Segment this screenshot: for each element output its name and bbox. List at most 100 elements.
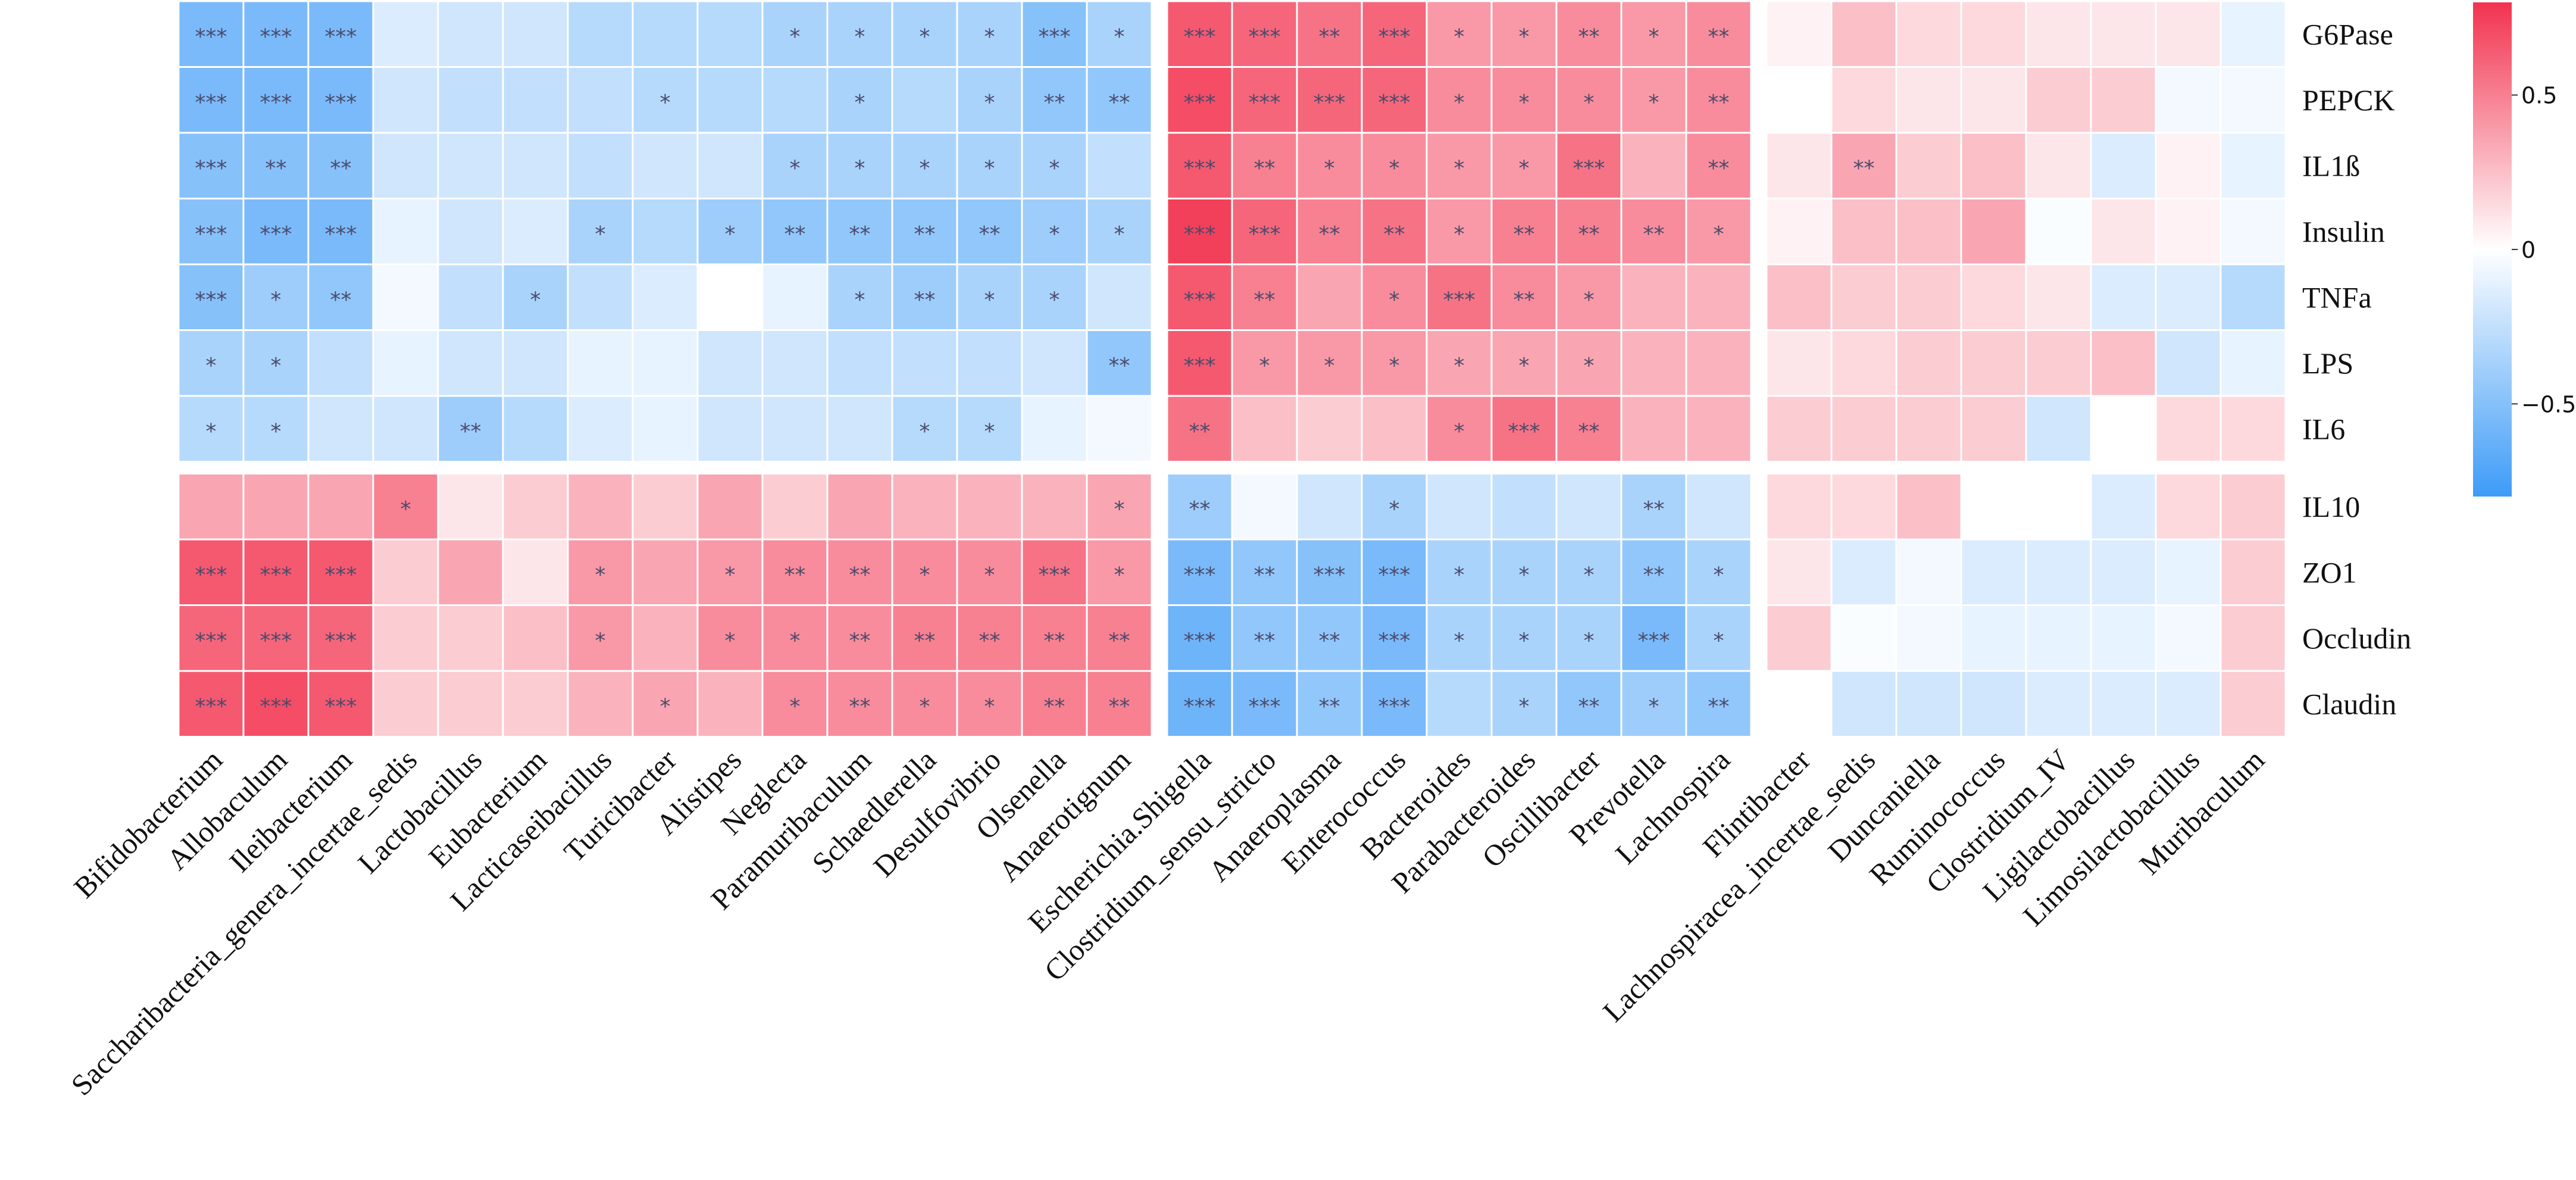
heatmap-cell <box>1830 670 1897 738</box>
heatmap-cell <box>2090 473 2157 541</box>
significance-mark: ** <box>1643 563 1665 587</box>
heatmap-cell <box>1361 132 1428 199</box>
significance-mark: *** <box>1378 629 1411 653</box>
heatmap-cell <box>1425 395 1493 463</box>
significance-mark: * <box>1389 497 1400 522</box>
significance-mark: * <box>1584 629 1595 653</box>
heatmap-cell <box>2025 198 2092 266</box>
heatmap-cell <box>632 66 699 134</box>
significance-mark: *** <box>1184 629 1216 653</box>
heatmap-cell <box>567 263 634 331</box>
significance-mark: *** <box>1508 419 1540 444</box>
heatmap-cell <box>502 0 569 68</box>
heatmap-cell <box>2155 198 2222 266</box>
significance-mark: ** <box>1109 354 1130 378</box>
significance-mark: *** <box>260 24 292 49</box>
heatmap-cells <box>177 0 2287 738</box>
heatmap-cell <box>502 132 569 199</box>
significance-mark: ** <box>1044 90 1065 115</box>
heatmap-cell <box>307 670 374 738</box>
heatmap-cell <box>1425 670 1493 738</box>
heatmap-cell <box>761 395 829 463</box>
significance-mark: * <box>1519 354 1530 378</box>
significance-mark: * <box>1649 24 1659 49</box>
heatmap-cell <box>1620 604 1687 672</box>
significance-mark: * <box>790 156 801 180</box>
heatmap-cell <box>242 0 310 68</box>
significance-mark: * <box>271 288 282 312</box>
row-label: IL6 <box>2302 412 2345 445</box>
significance-mark: * <box>1649 90 1659 115</box>
row-label: Occludin <box>2302 622 2411 655</box>
heatmap-cell <box>761 473 829 541</box>
row-label: IL1ß <box>2302 149 2360 182</box>
heatmap-cell <box>1086 473 1153 541</box>
significance-mark: * <box>1649 694 1659 719</box>
significance-mark: * <box>1519 90 1530 115</box>
significance-mark: * <box>920 694 930 719</box>
significance-mark: * <box>790 629 801 653</box>
heatmap-cell <box>1620 132 1687 199</box>
heatmap-cell <box>1895 329 1962 397</box>
heatmap-cell <box>177 0 245 68</box>
heatmap-cell <box>437 329 504 397</box>
heatmap-cell <box>1490 132 1558 199</box>
significance-mark: * <box>1454 563 1465 587</box>
significance-mark: * <box>595 563 606 587</box>
heatmap-cell <box>696 329 764 397</box>
significance-mark: *** <box>260 90 292 115</box>
heatmap-cell <box>502 263 569 331</box>
significance-mark: ** <box>1708 90 1730 115</box>
heatmap-cell <box>1685 329 1752 397</box>
heatmap-cell <box>1361 198 1428 266</box>
row-label: G6Pase <box>2302 17 2393 51</box>
heatmap-cell <box>632 604 699 672</box>
significance-mark: * <box>1324 354 1335 378</box>
significance-mark: ** <box>1254 288 1276 312</box>
heatmap-cell <box>1895 66 1962 134</box>
significance-mark: ** <box>1189 419 1211 444</box>
row-label: LPS <box>2302 346 2353 380</box>
heatmap-cell <box>1895 473 1962 541</box>
heatmap-cell <box>1555 538 1622 606</box>
heatmap-cell <box>2155 395 2222 463</box>
significance-mark: * <box>1584 354 1595 378</box>
heatmap-cell <box>437 473 504 541</box>
heatmap-cell <box>502 66 569 134</box>
heatmap-cell <box>1960 66 2027 134</box>
heatmap-cell <box>1620 395 1687 463</box>
heatmap-cell <box>1555 132 1622 199</box>
significance-mark: * <box>725 629 736 653</box>
significance-mark: ** <box>849 694 871 719</box>
heatmap-cell <box>1296 198 1363 266</box>
heatmap-cell <box>2219 473 2287 541</box>
heatmap-cell <box>2090 604 2157 672</box>
heatmap-cell <box>2155 263 2222 331</box>
significance-mark: * <box>206 354 217 378</box>
heatmap-cell <box>891 66 958 134</box>
heatmap-cell <box>372 670 439 738</box>
heatmap-cell <box>1425 0 1493 68</box>
heatmap-cell <box>1296 395 1363 463</box>
significance-mark: * <box>660 694 671 719</box>
heatmap-cell <box>307 263 374 331</box>
significance-mark: *** <box>1378 694 1411 719</box>
heatmap-cell <box>1231 329 1298 397</box>
significance-mark: *** <box>1378 563 1411 587</box>
heatmap-cell <box>2025 0 2092 68</box>
heatmap-cell <box>1166 263 1233 331</box>
significance-mark: *** <box>1378 24 1411 49</box>
heatmap-cell <box>761 66 829 134</box>
heatmap-cell <box>2155 66 2222 134</box>
significance-mark: * <box>920 563 930 587</box>
significance-mark: * <box>1389 354 1400 378</box>
heatmap-cell <box>1620 473 1687 541</box>
significance-mark: ** <box>1189 497 1211 522</box>
heatmap-cell <box>632 538 699 606</box>
heatmap-cell <box>1231 132 1298 199</box>
heatmap-cell <box>826 329 893 397</box>
heatmap-cell <box>632 0 699 68</box>
heatmap-cell <box>2025 395 2092 463</box>
significance-mark: *** <box>325 24 357 49</box>
heatmap-cell <box>1231 395 1298 463</box>
